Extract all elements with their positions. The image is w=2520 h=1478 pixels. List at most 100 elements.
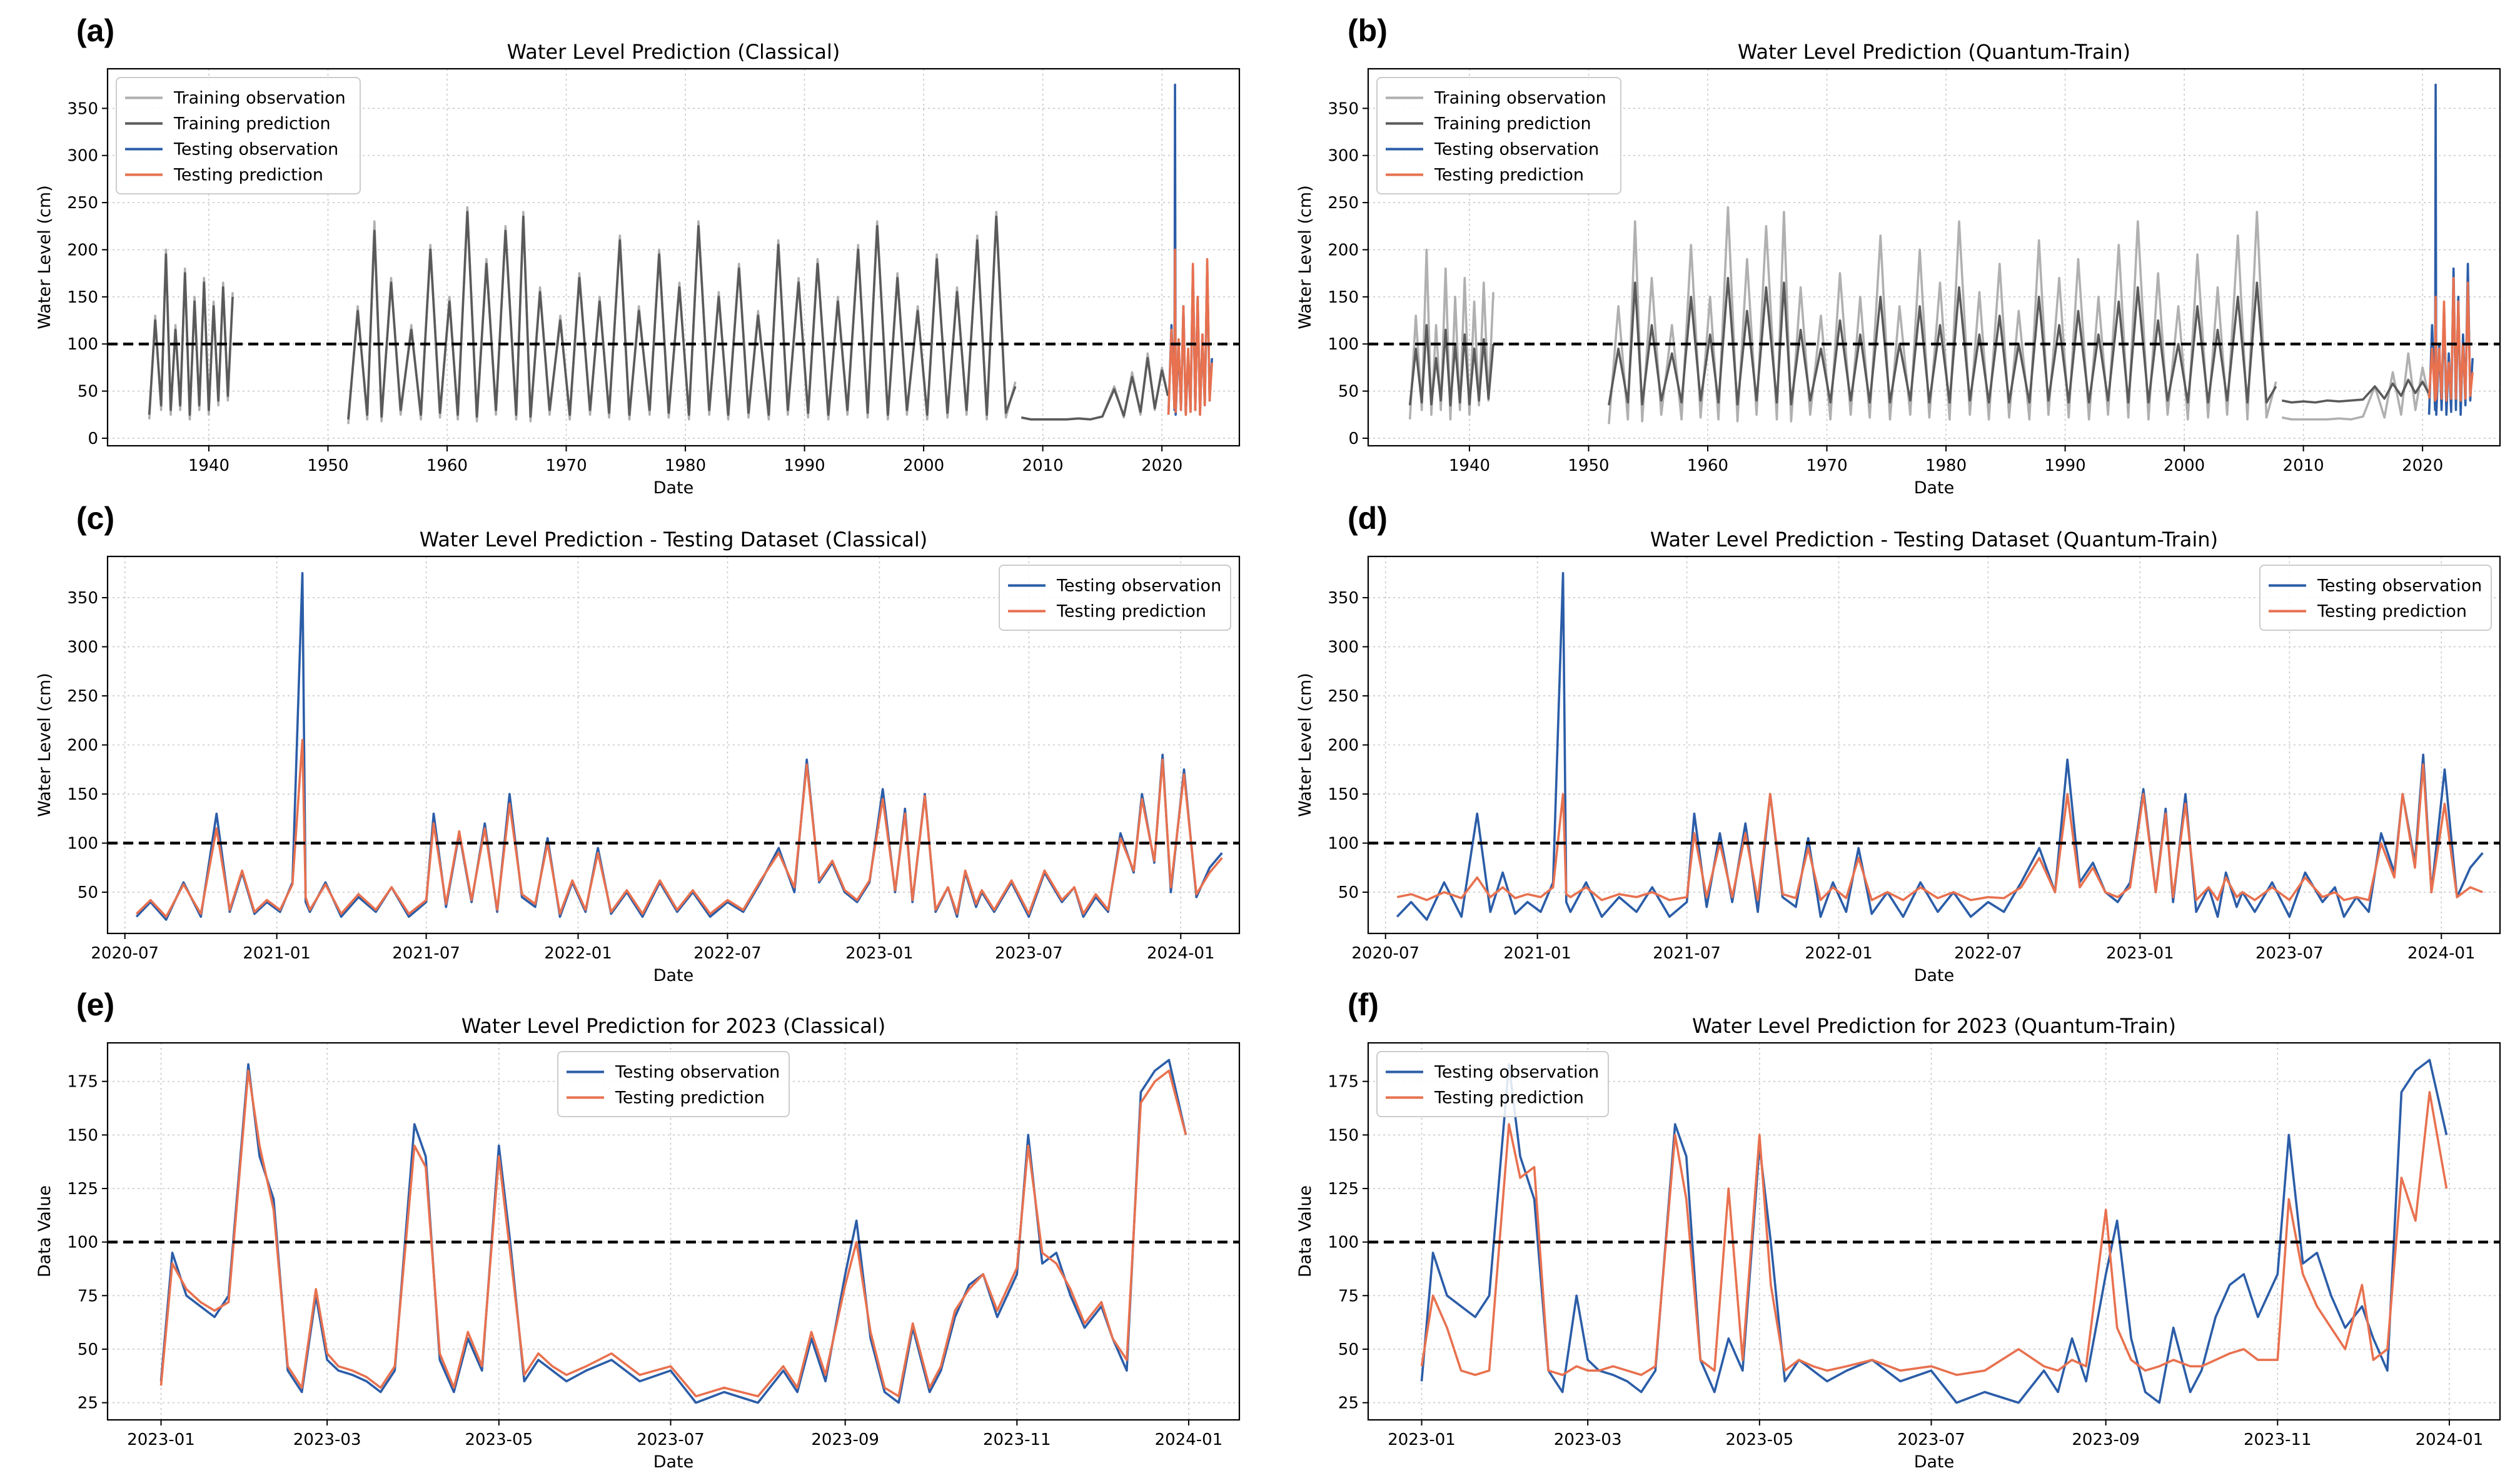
legend-entry: Testing observation [1434, 140, 1599, 159]
x-tick-label: 2022-07 [693, 944, 762, 963]
legend-box [2259, 565, 2492, 631]
x-tick-label: 2023-05 [1726, 1430, 1794, 1449]
y-axis-label: Water Level (cm) [1296, 673, 1315, 817]
series-line-test_obs [1420, 1058, 2448, 1404]
x-tick-label: 2023-01 [1388, 1430, 1456, 1449]
y-tick-label: 0 [1348, 430, 1359, 448]
legend-entry: Testing prediction [1434, 166, 1584, 185]
y-tick-label: 350 [1328, 589, 1359, 608]
y-tick-label: 350 [67, 589, 98, 608]
x-tick-label: 1990 [2044, 456, 2085, 475]
chart-title: Water Level Prediction - Testing Dataset… [1650, 528, 2218, 551]
legend: Testing observation Testing prediction [1376, 1051, 1609, 1117]
y-tick-label: 125 [1328, 1180, 1359, 1199]
x-tick-label: 1970 [1806, 456, 1847, 475]
legend-entry: Testing prediction [2317, 602, 2467, 621]
legend-box [1376, 1051, 1609, 1117]
y-tick-label: 150 [67, 785, 98, 804]
y-tick-label: 50 [78, 383, 98, 401]
x-tick-label: 2020 [2402, 456, 2443, 475]
x-tick-label: 2023-01 [127, 1430, 195, 1449]
y-axis-label: Data Value [35, 1185, 54, 1277]
legend-entry: Training observation [1434, 89, 1606, 108]
plot-frame [1367, 68, 2501, 447]
x-tick-label: 2024-01 [1147, 944, 1215, 963]
y-axis-label: Water Level (cm) [35, 673, 54, 817]
y-tick-label: 50 [1338, 1340, 1359, 1359]
panel-label: (c) [76, 501, 114, 536]
panel-label: (d) [1348, 501, 1388, 536]
x-axis-label: Date [653, 966, 694, 985]
x-tick-label: 2021-07 [1653, 944, 1721, 963]
x-tick-label: 2022-01 [544, 944, 612, 963]
series-line-test_pred [2427, 276, 2474, 402]
y-tick-label: 250 [1328, 194, 1359, 213]
x-tick-label: 2021-01 [243, 944, 311, 963]
x-tick-label: 2023-05 [465, 1430, 533, 1449]
series-line-train_pred-seg0 [148, 253, 234, 416]
x-tick-label: 2023-09 [811, 1430, 879, 1449]
y-tick-label: 100 [1328, 1234, 1359, 1252]
x-tick-label: 1960 [426, 456, 468, 475]
x-tick-label: 2022-07 [1954, 944, 2022, 963]
series-line-test_pred [135, 738, 1223, 918]
series-line-test_pred [1420, 1091, 2448, 1376]
y-tick-label: 50 [78, 1340, 98, 1359]
legend: Training observation Training prediction T… [116, 77, 361, 194]
x-tick-label: 2020-07 [91, 944, 159, 963]
y-tick-label: 150 [67, 1126, 98, 1145]
y-tick-label: 100 [67, 335, 98, 354]
series-line-train_pred-seg1 [1608, 276, 2277, 406]
panel-label: (f) [1348, 987, 1379, 1022]
legend-entry: Testing observation [615, 1063, 780, 1082]
y-tick-label: 25 [1338, 1394, 1359, 1413]
series-line-train_pred-seg2 [1021, 357, 1169, 421]
chart-panel-f: (f) Water Level Prediction for 2023 (Quan… [1296, 987, 2501, 1472]
y-tick-label: 100 [67, 1234, 98, 1252]
y-tick-label: 50 [78, 883, 98, 902]
y-tick-label: 75 [78, 1287, 98, 1305]
y-tick-label: 100 [1328, 335, 1359, 354]
y-tick-label: 50 [1338, 883, 1359, 902]
y-tick-label: 175 [67, 1073, 98, 1092]
x-tick-label: 2024-01 [1155, 1430, 1223, 1449]
x-tick-label: 2020-07 [1351, 944, 1419, 963]
x-tick-label: 1940 [188, 456, 229, 475]
y-tick-label: 25 [78, 1394, 98, 1413]
x-tick-label: 1960 [1687, 456, 1728, 475]
x-tick-label: 2023-01 [2106, 944, 2174, 963]
x-tick-label: 2023-01 [845, 944, 914, 963]
legend-entry: Testing prediction [1056, 602, 1206, 621]
x-axis-label: Date [653, 1452, 694, 1472]
legend: Training observation Training prediction T… [1376, 77, 1621, 194]
x-tick-label: 2020 [1141, 456, 1182, 475]
y-tick-label: 150 [1328, 785, 1359, 804]
legend-entry: Testing observation [2317, 576, 2482, 596]
y-tick-label: 100 [1328, 835, 1359, 853]
chart-panel-a: (a) Water Level Prediction (Classical) 194… [35, 13, 1241, 498]
chart-title: Water Level Prediction (Quantum-Train) [1738, 40, 2130, 64]
legend-box [116, 77, 361, 194]
chart-panel-c: (c) Water Level Prediction - Testing Data… [35, 501, 1241, 985]
panel-label: (e) [76, 987, 114, 1022]
x-tick-label: 1970 [545, 456, 587, 475]
legend: Testing observation Testing prediction [557, 1051, 790, 1117]
legend-entry: Training prediction [173, 114, 331, 134]
y-tick-label: 0 [88, 430, 98, 448]
x-tick-label: 1990 [784, 456, 825, 475]
legend-entry: Testing observation [1056, 576, 1221, 596]
x-tick-label: 2024-01 [2416, 1430, 2484, 1449]
y-tick-label: 250 [67, 194, 98, 213]
x-tick-label: 2021-01 [1503, 944, 1571, 963]
y-tick-label: 300 [67, 147, 98, 166]
series-line-train_obs-seg1 [1608, 206, 2277, 425]
y-tick-label: 350 [67, 99, 98, 118]
legend-box [557, 1051, 790, 1117]
x-axis-label: Date [653, 478, 694, 498]
legend-entry: Testing prediction [173, 166, 323, 185]
legend-entry: Testing prediction [615, 1088, 765, 1108]
x-tick-label: 2023-07 [1897, 1430, 1965, 1449]
series-line-train_pred-seg1 [347, 211, 1017, 420]
x-tick-label: 2023-09 [2072, 1430, 2140, 1449]
